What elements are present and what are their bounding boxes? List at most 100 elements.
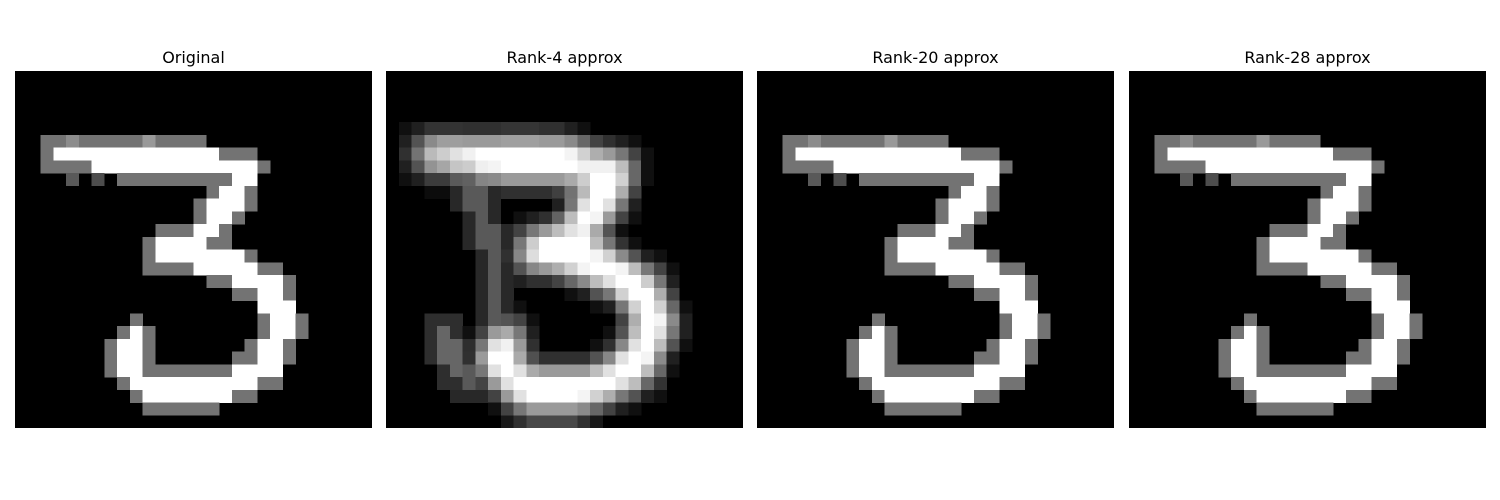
pixel: [40, 134, 54, 148]
pixel: [910, 402, 924, 416]
pixel: [1282, 134, 1296, 148]
pixel: [462, 173, 476, 187]
pixel: [1320, 198, 1334, 212]
pixel: [590, 185, 604, 199]
pixel: [449, 122, 463, 136]
pixel: [1358, 389, 1372, 403]
pixel: [206, 249, 220, 263]
pixel: [948, 198, 962, 212]
pixel: [1345, 262, 1359, 276]
pixel: [859, 160, 873, 174]
pixel: [1333, 389, 1347, 403]
pixel: [500, 185, 514, 199]
pixel: [1396, 338, 1410, 352]
pixel: [922, 249, 936, 263]
pixel: [1307, 402, 1321, 416]
pixel: [219, 236, 233, 250]
pixel: [180, 134, 194, 148]
pixel: [1345, 249, 1359, 263]
pixel: [513, 313, 527, 327]
pixel: [1231, 147, 1245, 161]
pixel: [488, 364, 502, 378]
pixel: [602, 211, 616, 225]
pixel: [411, 122, 425, 136]
pixel: [1320, 262, 1334, 276]
pixel: [859, 377, 873, 391]
pixel: [590, 224, 604, 238]
pixel: [206, 173, 220, 187]
pixel: [948, 389, 962, 403]
pixel: [897, 147, 911, 161]
pixel: [1358, 275, 1372, 289]
pixel: [859, 173, 873, 187]
pixel: [1307, 211, 1321, 225]
pixel: [859, 147, 873, 161]
pixel: [1269, 224, 1283, 238]
pixel: [193, 211, 207, 225]
pixel: [475, 211, 489, 225]
pixel: [513, 122, 527, 136]
pixel: [564, 224, 578, 238]
pixel: [1307, 364, 1321, 378]
pixel: [257, 326, 271, 340]
pixel: [666, 338, 680, 352]
pixel: [820, 160, 834, 174]
pixel: [488, 160, 502, 174]
pixel: [1231, 351, 1245, 365]
pixel: [808, 160, 822, 174]
pixel: [1243, 313, 1257, 327]
pixel: [513, 211, 527, 225]
pixel: [1269, 134, 1283, 148]
pixel: [666, 351, 680, 365]
pixel: [859, 326, 873, 340]
pixel: [1320, 389, 1334, 403]
pixel: [449, 147, 463, 161]
pixel: [973, 211, 987, 225]
pixel: [219, 249, 233, 263]
pixel: [551, 224, 565, 238]
pixel: [1231, 364, 1245, 378]
pixel: [462, 338, 476, 352]
pixel: [1243, 389, 1257, 403]
pixel: [564, 262, 578, 276]
pixel: [142, 377, 156, 391]
pixel: [513, 134, 527, 148]
pixel: [1269, 147, 1283, 161]
pixel: [846, 134, 860, 148]
pixel: [1024, 287, 1038, 301]
pixel: [142, 326, 156, 340]
pixel: [526, 224, 540, 238]
pixel: [488, 300, 502, 314]
pixel: [462, 147, 476, 161]
pixel: [282, 326, 296, 340]
pixel: [1333, 364, 1347, 378]
pixel: [871, 377, 885, 391]
pixel: [628, 147, 642, 161]
pixel: [282, 313, 296, 327]
pixel: [193, 364, 207, 378]
pixel: [961, 198, 975, 212]
pixel: [424, 338, 438, 352]
pixel: [539, 134, 553, 148]
pixel: [488, 351, 502, 365]
pixel: [424, 185, 438, 199]
pixel: [1256, 364, 1270, 378]
pixel: [257, 377, 271, 391]
pixel: [999, 262, 1013, 276]
pixel: [1256, 338, 1270, 352]
pixel: [910, 173, 924, 187]
pixel: [1333, 198, 1347, 212]
pixel: [1384, 262, 1398, 276]
pixel: [577, 377, 591, 391]
pixel: [526, 134, 540, 148]
pixel: [449, 389, 463, 403]
pixel: [231, 377, 245, 391]
pixel: [1243, 160, 1257, 174]
pixel: [244, 275, 258, 289]
pixel: [282, 287, 296, 301]
pixel: [500, 262, 514, 276]
pixel: [782, 160, 796, 174]
pixel: [129, 134, 143, 148]
pixel: [270, 300, 284, 314]
pixel: [500, 389, 514, 403]
